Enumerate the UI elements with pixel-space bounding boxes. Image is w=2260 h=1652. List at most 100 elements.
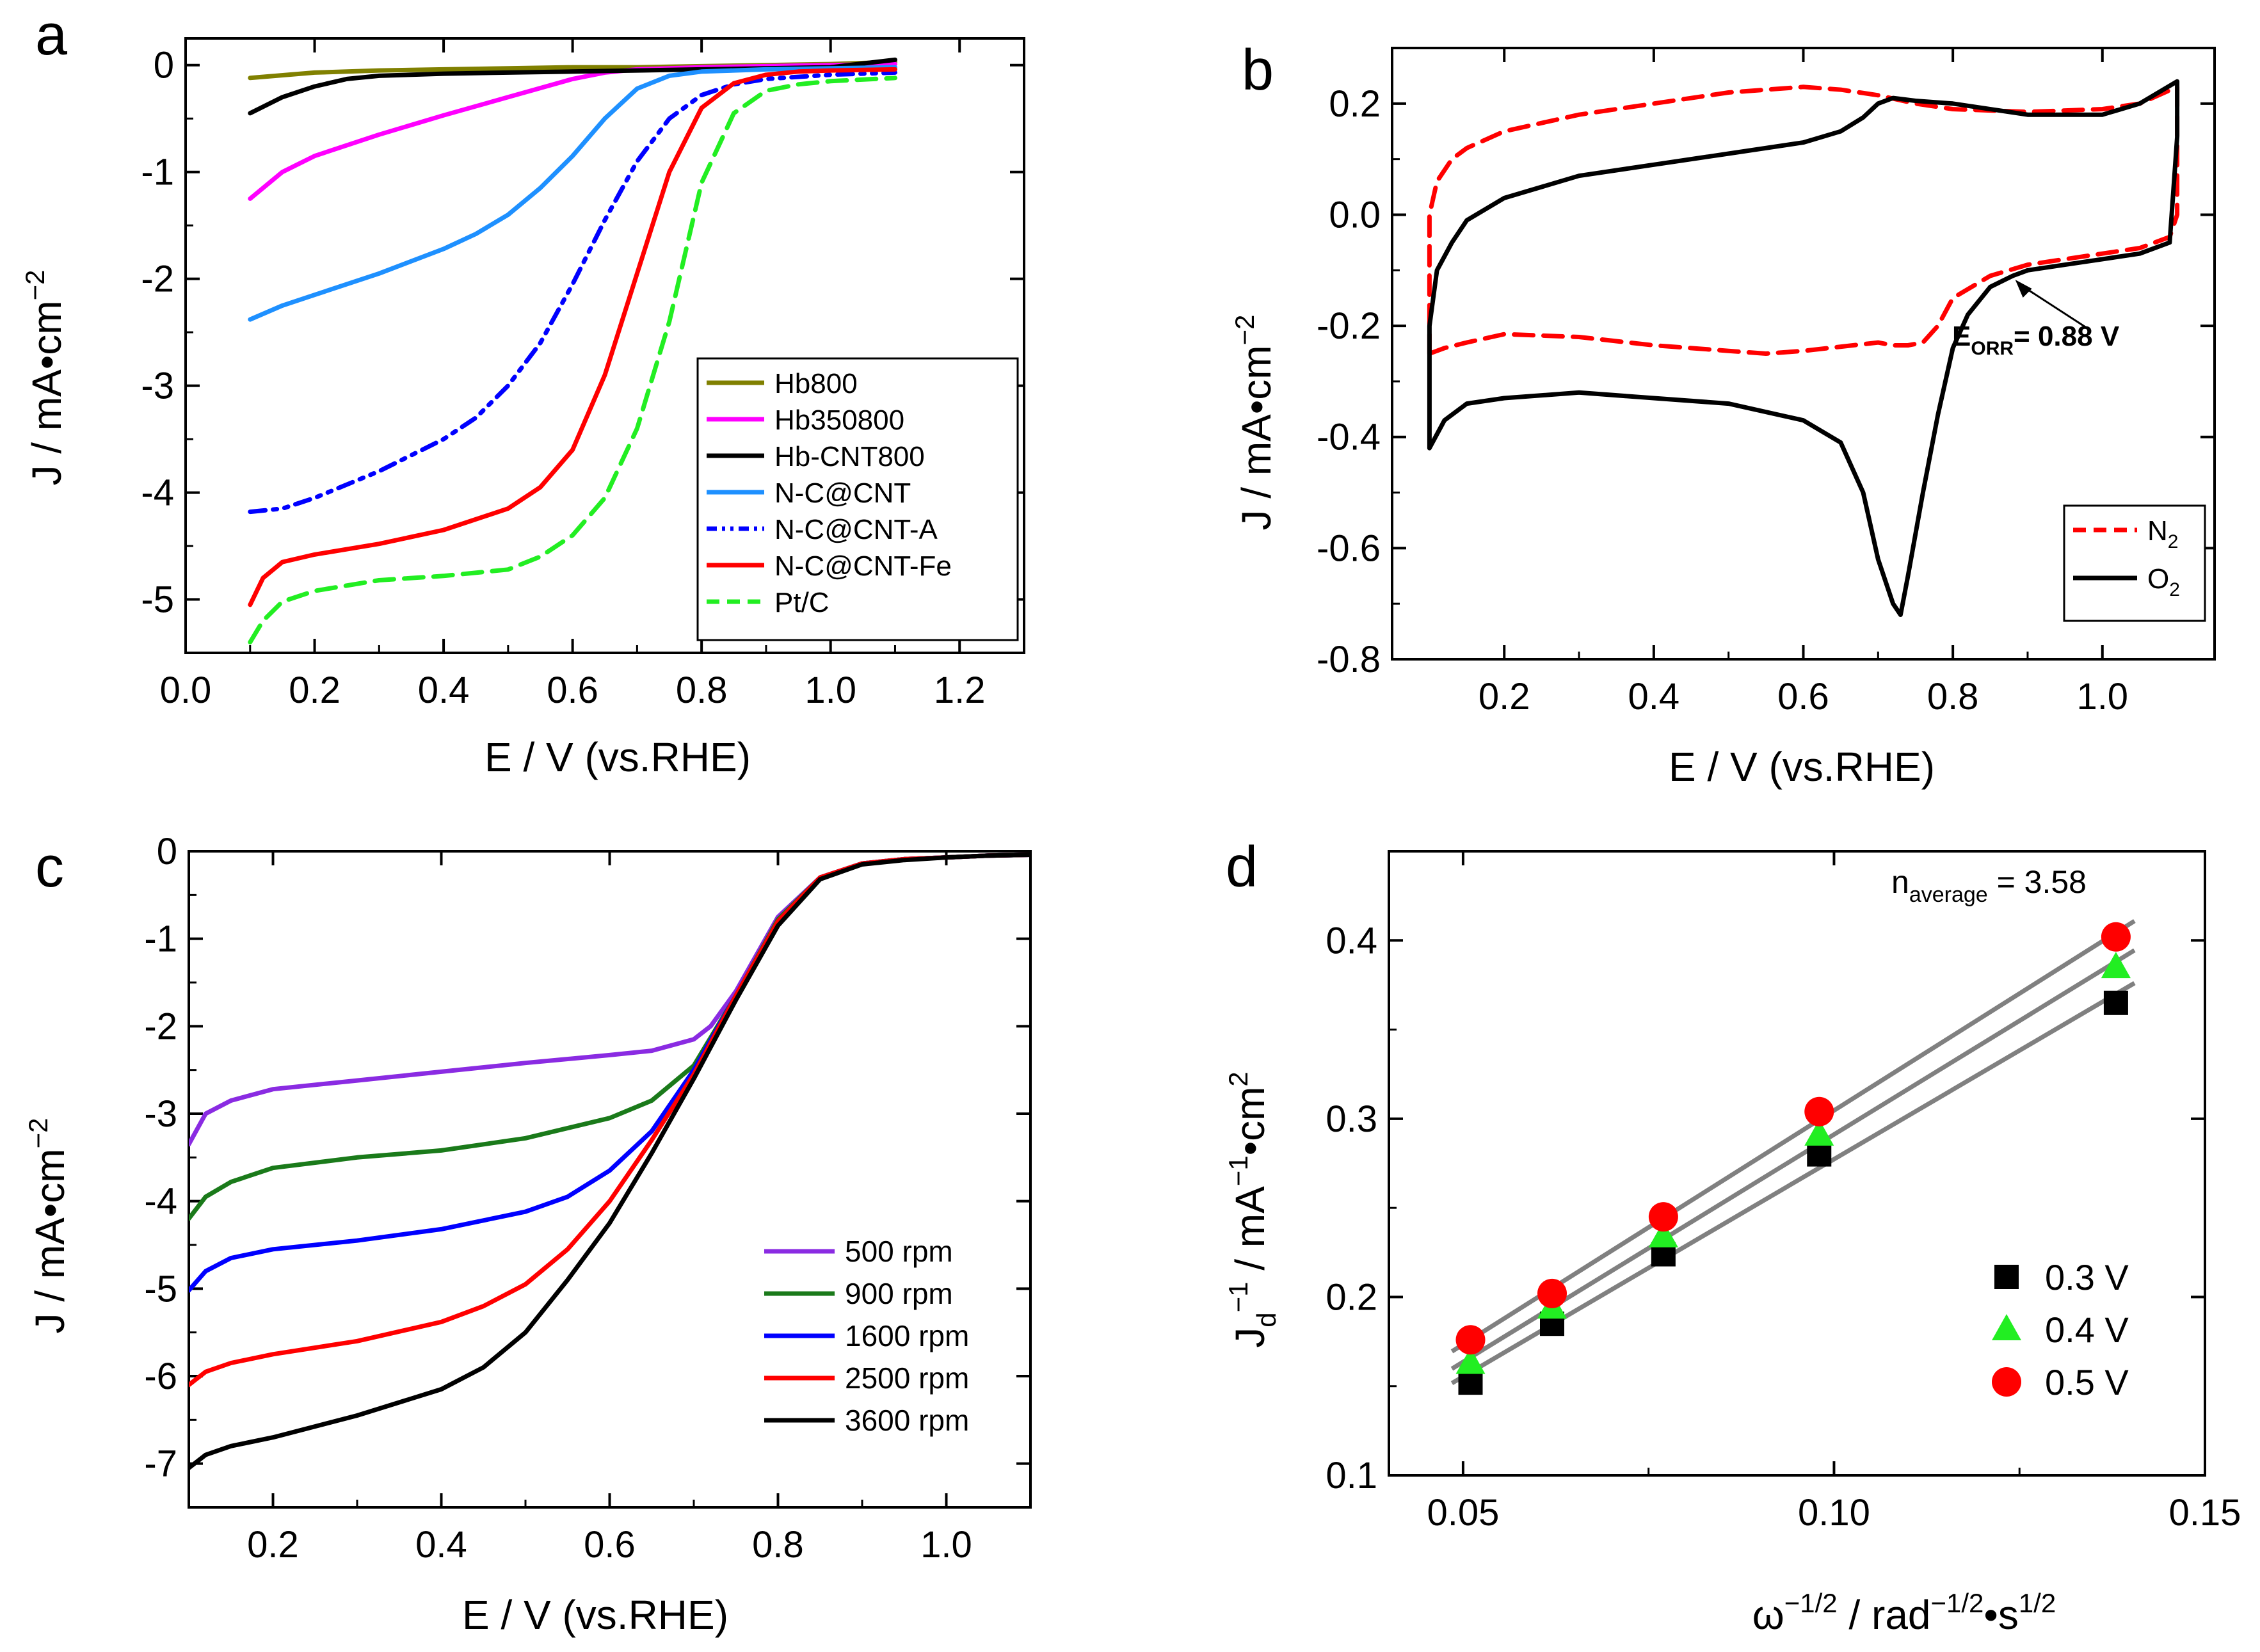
- panel-c-data: [189, 853, 1030, 1470]
- panel-a-series-6-line: [248, 76, 897, 645]
- panel-a-legend-label: Hb800: [774, 368, 858, 399]
- panel-b-ytick-label: -0.2: [1317, 305, 1381, 347]
- panel-c-xtick-label: 0.2: [247, 1524, 299, 1566]
- panel-a-letter: a: [35, 3, 68, 67]
- panel-d-series-1-point: [1804, 1119, 1834, 1146]
- panel-b-ytick-label: 0.2: [1329, 83, 1381, 125]
- panel-a-xtick-label: 0.4: [418, 670, 470, 711]
- panel-c-ytick-label: -3: [144, 1093, 177, 1135]
- panel-d-series-1-point: [2101, 952, 2131, 979]
- panel-a-legend-label: N-C@CNT: [774, 477, 911, 509]
- panel-a-legend-label: Hb-CNT800: [774, 441, 925, 472]
- panel-d-legend-label: 0.5 V: [2045, 1362, 2129, 1402]
- panel-a-series-5-line: [248, 67, 897, 607]
- panel-d-series-0-fit-line: [1450, 981, 2136, 1386]
- panel-b-legend-frame: [2063, 504, 2206, 622]
- panel-c-xtick-label: 0.4: [415, 1524, 467, 1566]
- panel-a-ytick-label: -3: [141, 365, 174, 407]
- panel-a: a 0.0 0.2 0.4 0.6 0.8 1.0 1.2 0 -1 -2 -3 -4 -5 Hb800 H…: [20, 3, 1025, 780]
- panel-d-series-2-point: [1648, 1202, 1678, 1232]
- panel-d-xlabel: ω−1/2 / rad−1/2•s1/2: [1752, 1588, 2056, 1638]
- panel-d-ytick-label: 0.1: [1326, 1455, 1377, 1496]
- panel-d-series-2-fit-line: [1450, 918, 2136, 1354]
- panel-a-legend-label: Hb350800: [774, 405, 904, 436]
- panel-a-legend-label: Pt/C: [774, 587, 829, 618]
- panel-b-series-1-line: [1427, 79, 2180, 617]
- panel-c-ytick-label: -1: [144, 918, 177, 960]
- panel-a-xtick-label: 0.2: [289, 670, 341, 711]
- panel-a-ytick-label: -5: [141, 579, 174, 621]
- panel-a-ylabel: J / mA•cm−2: [20, 270, 70, 486]
- panel-d-legend-marker: [1992, 1314, 2021, 1340]
- panel-c-ytick-label: -4: [144, 1181, 177, 1223]
- panel-d-xtick-label: 0.15: [2169, 1492, 2241, 1534]
- panel-b-letter: b: [1242, 38, 1274, 102]
- panel-a-legend-label: N-C@CNT-Fe: [774, 550, 952, 582]
- panel-d-legend-marker: [1992, 1367, 2021, 1397]
- panel-b-xtick-label: 0.2: [1479, 676, 1530, 718]
- panel-a-axes-frame: [184, 37, 1025, 654]
- panel-b-xtick-label: 0.8: [1927, 676, 1979, 718]
- panel-b-ytick-label: -0.6: [1317, 527, 1381, 569]
- panel-b-ytick-label: -0.4: [1317, 417, 1381, 458]
- panel-c-legend-label: 3600 rpm: [845, 1404, 969, 1437]
- panel-d-series-2-point: [1804, 1096, 1834, 1127]
- panel-d-legend-label: 0.4 V: [2045, 1310, 2129, 1350]
- panel-a-ytick-label: -2: [141, 259, 174, 300]
- panel-a-legend-frame: [696, 357, 1019, 641]
- panel-d-ylabel: Jd−1 / mA−1•cm2: [1223, 1071, 1281, 1348]
- panel-c-ytick-label: -6: [144, 1356, 177, 1397]
- panel-b-ylabel: J / mA•cm−2: [1230, 315, 1279, 531]
- panel-c-series-0-line: [189, 853, 1030, 1147]
- panel-b-legend-label: N2: [2147, 515, 2178, 552]
- panel-a-xtick-label: 0.0: [160, 670, 212, 711]
- panel-d-ytick-label: 0.4: [1326, 920, 1377, 961]
- panel-b-annotation-arrowhead: [2015, 279, 2032, 298]
- panel-a-ytick-label: -1: [141, 152, 174, 193]
- panel-d-series-2-point: [2101, 922, 2131, 952]
- panel-a-legend-label: N-C@CNT-A: [774, 514, 938, 545]
- panel-b-data: [1427, 79, 2180, 617]
- panel-d-xtick-label: 0.05: [1427, 1492, 1499, 1534]
- panel-a-ytick-label: -4: [141, 472, 174, 514]
- panel-d-series-2-point: [1537, 1278, 1567, 1308]
- plot-b: 0.2 0.4 0.6 0.8 1.00.20.0-0.2-0.4-0.6-0.8N2O…: [1317, 47, 2216, 718]
- panel-d-letter: d: [1226, 835, 1258, 899]
- panel-b-ytick-label: -0.8: [1317, 639, 1381, 680]
- panel-d-n-average-annotation: naverage = 3.58: [1891, 864, 2087, 907]
- panel-d-legend-label: 0.3 V: [2045, 1257, 2129, 1297]
- panel-c-xlabel: E / V (vs.RHE): [462, 1592, 728, 1638]
- panel-d-series-1-point: [1648, 1221, 1678, 1247]
- panel-a-xtick-label: 0.8: [676, 670, 728, 711]
- panel-d-axes-frame: [1388, 850, 2206, 1477]
- panel-d-data: [1450, 918, 2136, 1395]
- panel-d-series-0-point: [1807, 1142, 1832, 1167]
- panel-c-xtick-label: 1.0: [920, 1524, 972, 1566]
- panel-b-legend-label-sub: 2: [2168, 531, 2179, 552]
- panel-b-ytick-label: 0.0: [1329, 194, 1381, 236]
- panel-a-data: [248, 57, 897, 645]
- panel-c-legend-label: 1600 rpm: [845, 1319, 969, 1352]
- plot-d: 0.05 0.10 0.15 0.1 0.2 0.3 0.4 0.3 V 0.4 V 0.5 V: [1326, 850, 2241, 1534]
- panel-b-xtick-label: 0.4: [1628, 676, 1680, 718]
- panel-b-eorr-annotation: EORR= 0.88 V: [1952, 321, 2120, 359]
- panel-a-ytick-label: 0: [154, 45, 174, 86]
- panel-c-legend-label: 900 rpm: [845, 1277, 953, 1310]
- panel-c-xtick-label: 0.6: [584, 1524, 636, 1566]
- panel-d: d 0.05 0.10 0.15 0.1 0.2 0.3 0.4 0.3 V 0.4 V 0.5 …: [1223, 835, 2241, 1638]
- panel-c-ytick-label: -5: [144, 1268, 177, 1310]
- panel-d-ytick-label: 0.3: [1326, 1098, 1377, 1140]
- panel-a-series-3-line: [248, 65, 897, 322]
- panel-b-annotation-arrow: [2019, 284, 2090, 331]
- panel-c-legend-label: 500 rpm: [845, 1235, 953, 1268]
- panel-c: c 0.2 0.4 0.6 0.8 1.0 0 -1 -2 -3 -4 -5 -6 -7 500 rpm 9…: [23, 831, 1032, 1638]
- panel-a-xtick-label: 1.2: [934, 670, 986, 711]
- panel-d-ytick-label: 0.2: [1326, 1276, 1377, 1318]
- panel-d-series-2-point: [1455, 1325, 1486, 1355]
- panel-c-legend-label: 2500 rpm: [845, 1361, 969, 1395]
- panel-c-ytick-label: -7: [144, 1443, 177, 1485]
- panel-c-ytick-label: 0: [157, 831, 177, 872]
- panel-c-letter: c: [35, 835, 64, 899]
- panel-d-xtick-label: 0.10: [1798, 1492, 1870, 1534]
